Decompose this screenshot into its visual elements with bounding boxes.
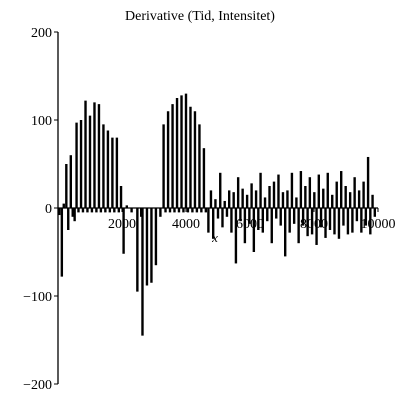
data-series xyxy=(58,93,376,336)
y-tick-label: −100 xyxy=(23,290,52,305)
y-tick-label: 0 xyxy=(45,202,52,217)
x-tick-label: 2000 xyxy=(108,217,136,232)
y-tick-label: −200 xyxy=(23,378,52,393)
y-ticks: −200 −100 0 100 200 xyxy=(23,26,58,393)
x-axis-label: x xyxy=(211,230,218,245)
y-tick-label: 200 xyxy=(31,26,52,41)
x-tick-label: 8000 xyxy=(300,217,328,232)
y-tick-label: 100 xyxy=(31,114,52,129)
x-tick-label: 4000 xyxy=(172,217,200,232)
x-tick-label: 6000 xyxy=(236,217,264,232)
chart-title: Derivative (Tid, Intensitet) xyxy=(125,9,275,24)
x-ticks: 2000 4000 6000 8000 10000 xyxy=(108,208,396,232)
x-tick-label: 10000 xyxy=(361,217,396,232)
